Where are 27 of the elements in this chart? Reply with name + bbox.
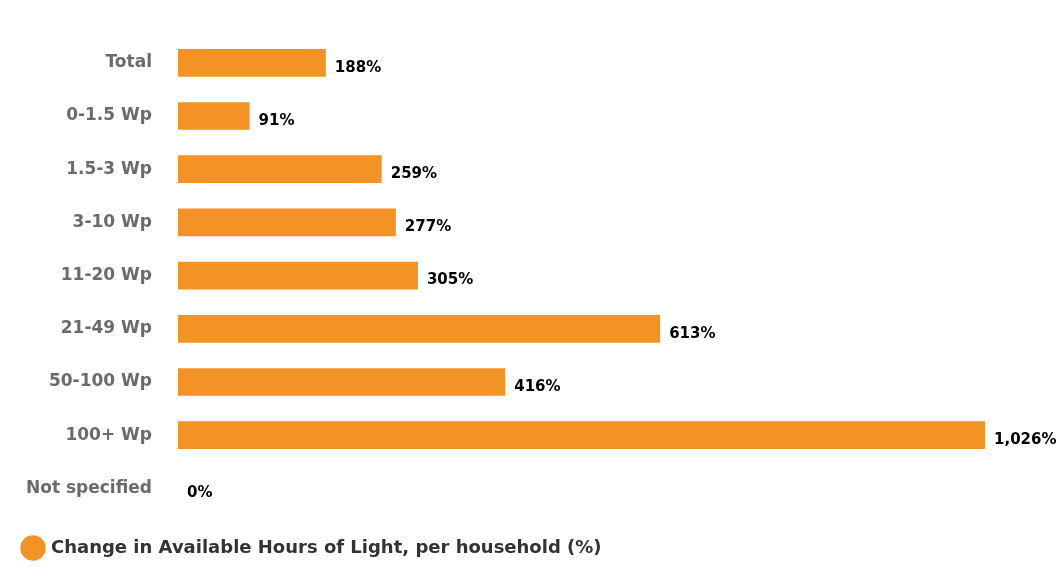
bar xyxy=(177,261,418,290)
y-tick-label: 1.5-3 Wp xyxy=(66,157,152,178)
legend-label: Change in Available Hours of Light, per household (%) xyxy=(51,535,602,557)
y-tick-label: 0-1.5 Wp xyxy=(66,104,152,125)
y-tick-label: Total xyxy=(105,51,152,72)
bar xyxy=(177,102,250,130)
data-label: 0% xyxy=(186,483,213,502)
data-label: 1,026% xyxy=(994,430,1057,449)
data-label: 91% xyxy=(258,110,295,129)
y-tick-label: 3-10 Wp xyxy=(72,210,152,231)
data-label: 277% xyxy=(404,217,452,236)
y-tick-label: 100+ Wp xyxy=(65,423,152,444)
bar xyxy=(177,155,382,184)
bar xyxy=(177,421,985,450)
y-tick-label: 11-20 Wp xyxy=(60,264,152,285)
data-label: 188% xyxy=(334,57,382,76)
y-tick-label: 21-49 Wp xyxy=(60,317,152,338)
data-label: 305% xyxy=(426,270,474,289)
data-label: 416% xyxy=(514,376,561,395)
bar xyxy=(177,48,326,77)
bar xyxy=(177,208,396,237)
y-tick-label: Not specified xyxy=(25,476,152,497)
data-label: 613% xyxy=(669,323,716,342)
bar xyxy=(177,314,661,343)
y-tick-label: 50-100 Wp xyxy=(48,370,152,391)
bar xyxy=(177,368,506,396)
data-label: 259% xyxy=(390,164,438,183)
